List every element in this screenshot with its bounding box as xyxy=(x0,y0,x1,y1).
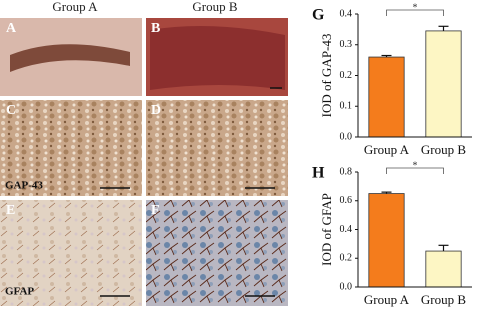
panel-letter: E xyxy=(6,203,15,218)
micrograph xyxy=(0,100,142,196)
micrograph xyxy=(146,200,288,306)
x-tick-label: Group A xyxy=(364,142,410,157)
error-bar xyxy=(381,191,392,194)
x-tick-label: Group A xyxy=(364,292,410,307)
significance-bracket xyxy=(386,167,444,174)
panel-letter: H xyxy=(312,165,325,182)
y-tick-label: 0.8 xyxy=(340,166,353,177)
y-tick-label: 0.6 xyxy=(340,195,353,206)
y-axis-label: IOD of GAP-43 xyxy=(319,34,334,118)
y-tick-label: 0.0 xyxy=(340,281,353,292)
panel-letter: B xyxy=(151,21,160,36)
micrograph xyxy=(0,200,142,306)
y-tick-label: 0.2 xyxy=(340,253,353,264)
panel-letter: D xyxy=(151,103,161,118)
stain-label: GAP-43 xyxy=(5,180,43,192)
panel-letter: G xyxy=(312,7,325,24)
x-tick-label: Group B xyxy=(421,292,466,307)
significance-mark: * xyxy=(413,160,418,171)
y-tick-label: 0.3 xyxy=(340,39,353,50)
bar xyxy=(425,250,462,288)
y-tick-label: 0.1 xyxy=(340,101,353,112)
micrograph xyxy=(146,100,288,196)
error-bar xyxy=(438,244,449,252)
tissue xyxy=(150,26,285,90)
x-tick-label: Group B xyxy=(421,142,466,157)
y-axis-label: IOD of GFAP xyxy=(319,193,334,266)
column-header: Group A xyxy=(52,0,98,14)
significance-mark: * xyxy=(413,2,418,13)
error-bar xyxy=(381,54,392,58)
stain-label: GFAP xyxy=(5,286,34,298)
error-bar xyxy=(438,25,449,31)
panel-letter: F xyxy=(151,203,160,218)
bar xyxy=(368,56,405,138)
panel-letter: A xyxy=(6,21,17,36)
bar xyxy=(368,193,405,288)
y-tick-label: 0.4 xyxy=(340,224,353,235)
column-header: Group B xyxy=(192,0,237,14)
y-tick-label: 0.0 xyxy=(340,131,353,142)
panel-letter: C xyxy=(6,103,16,118)
bar xyxy=(425,30,462,138)
y-tick-label: 0.4 xyxy=(340,8,353,19)
y-tick-label: 0.2 xyxy=(340,70,353,81)
significance-bracket xyxy=(386,9,444,16)
tissue-band xyxy=(10,44,130,72)
